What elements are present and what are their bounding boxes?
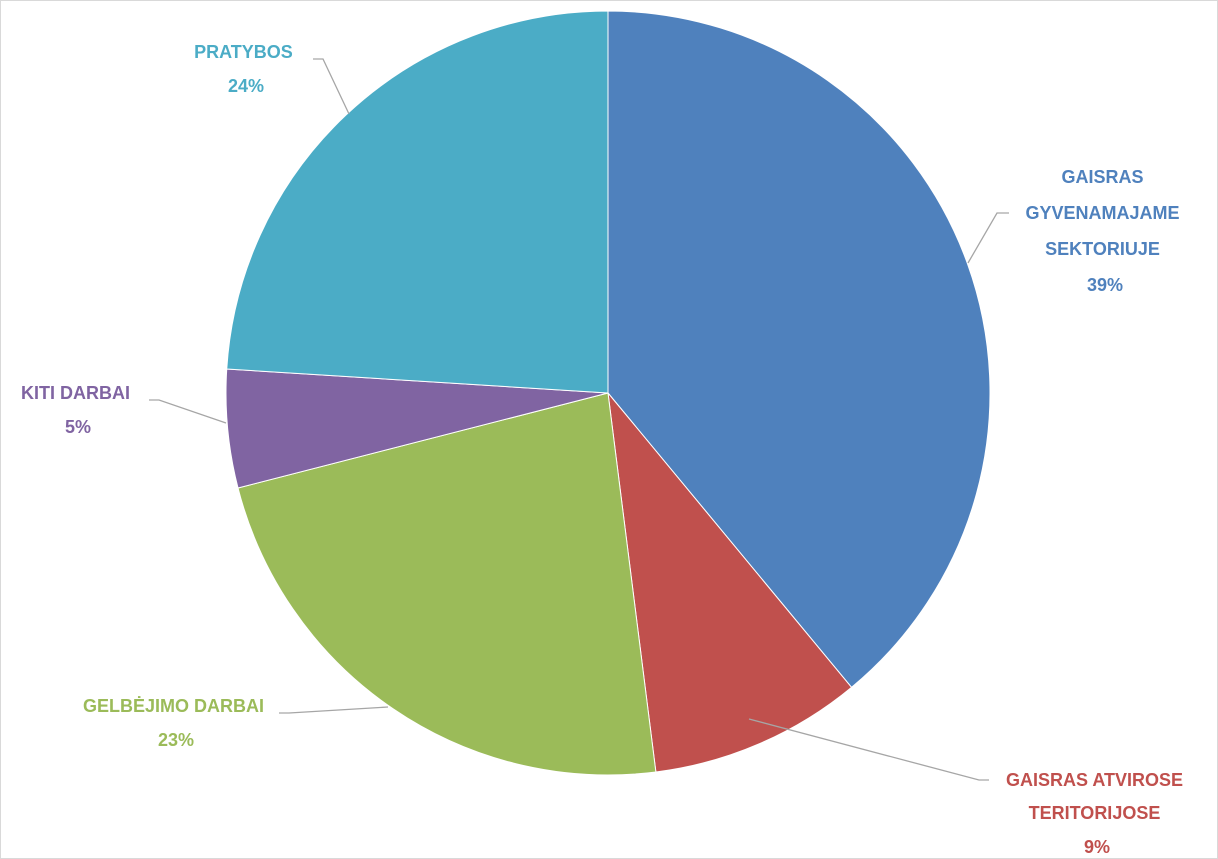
- leader-lines: [149, 58, 1009, 781]
- pie-slices: [225, 10, 991, 776]
- slice-labels: GAISRAS GYVENAMAJAME SEKTORIUJE 39% GAIS…: [21, 42, 1188, 857]
- pie-slice-gaisras-atvirose: [607, 391, 853, 773]
- slice-label-gelbejimo-darbai: GELBĖJIMO DARBAI 23%: [83, 696, 269, 750]
- leader-line-3: [149, 399, 227, 424]
- pie-slice-pratybos: [226, 10, 609, 394]
- slice-label-pratybos: PRATYBOS 24%: [194, 42, 298, 96]
- slice-label-gaisras-atvirose: GAISRAS ATVIROSE TERITORIJOSE 9%: [1006, 770, 1188, 857]
- slice-label-gaisras-gyvenamajame: GAISRAS GYVENAMAJAME SEKTORIUJE 39%: [1025, 167, 1184, 295]
- slice-label-kiti-darbai: KITI DARBAI 5%: [21, 383, 135, 437]
- leader-line-2: [279, 706, 389, 714]
- leader-line-0: [967, 212, 1009, 264]
- pie-slice-gelbejimo-darbai: [237, 392, 657, 776]
- pie-slice-gaisras-gyvenamajame: [607, 10, 991, 689]
- leader-line-1: [748, 718, 989, 781]
- leader-line-4: [313, 58, 350, 115]
